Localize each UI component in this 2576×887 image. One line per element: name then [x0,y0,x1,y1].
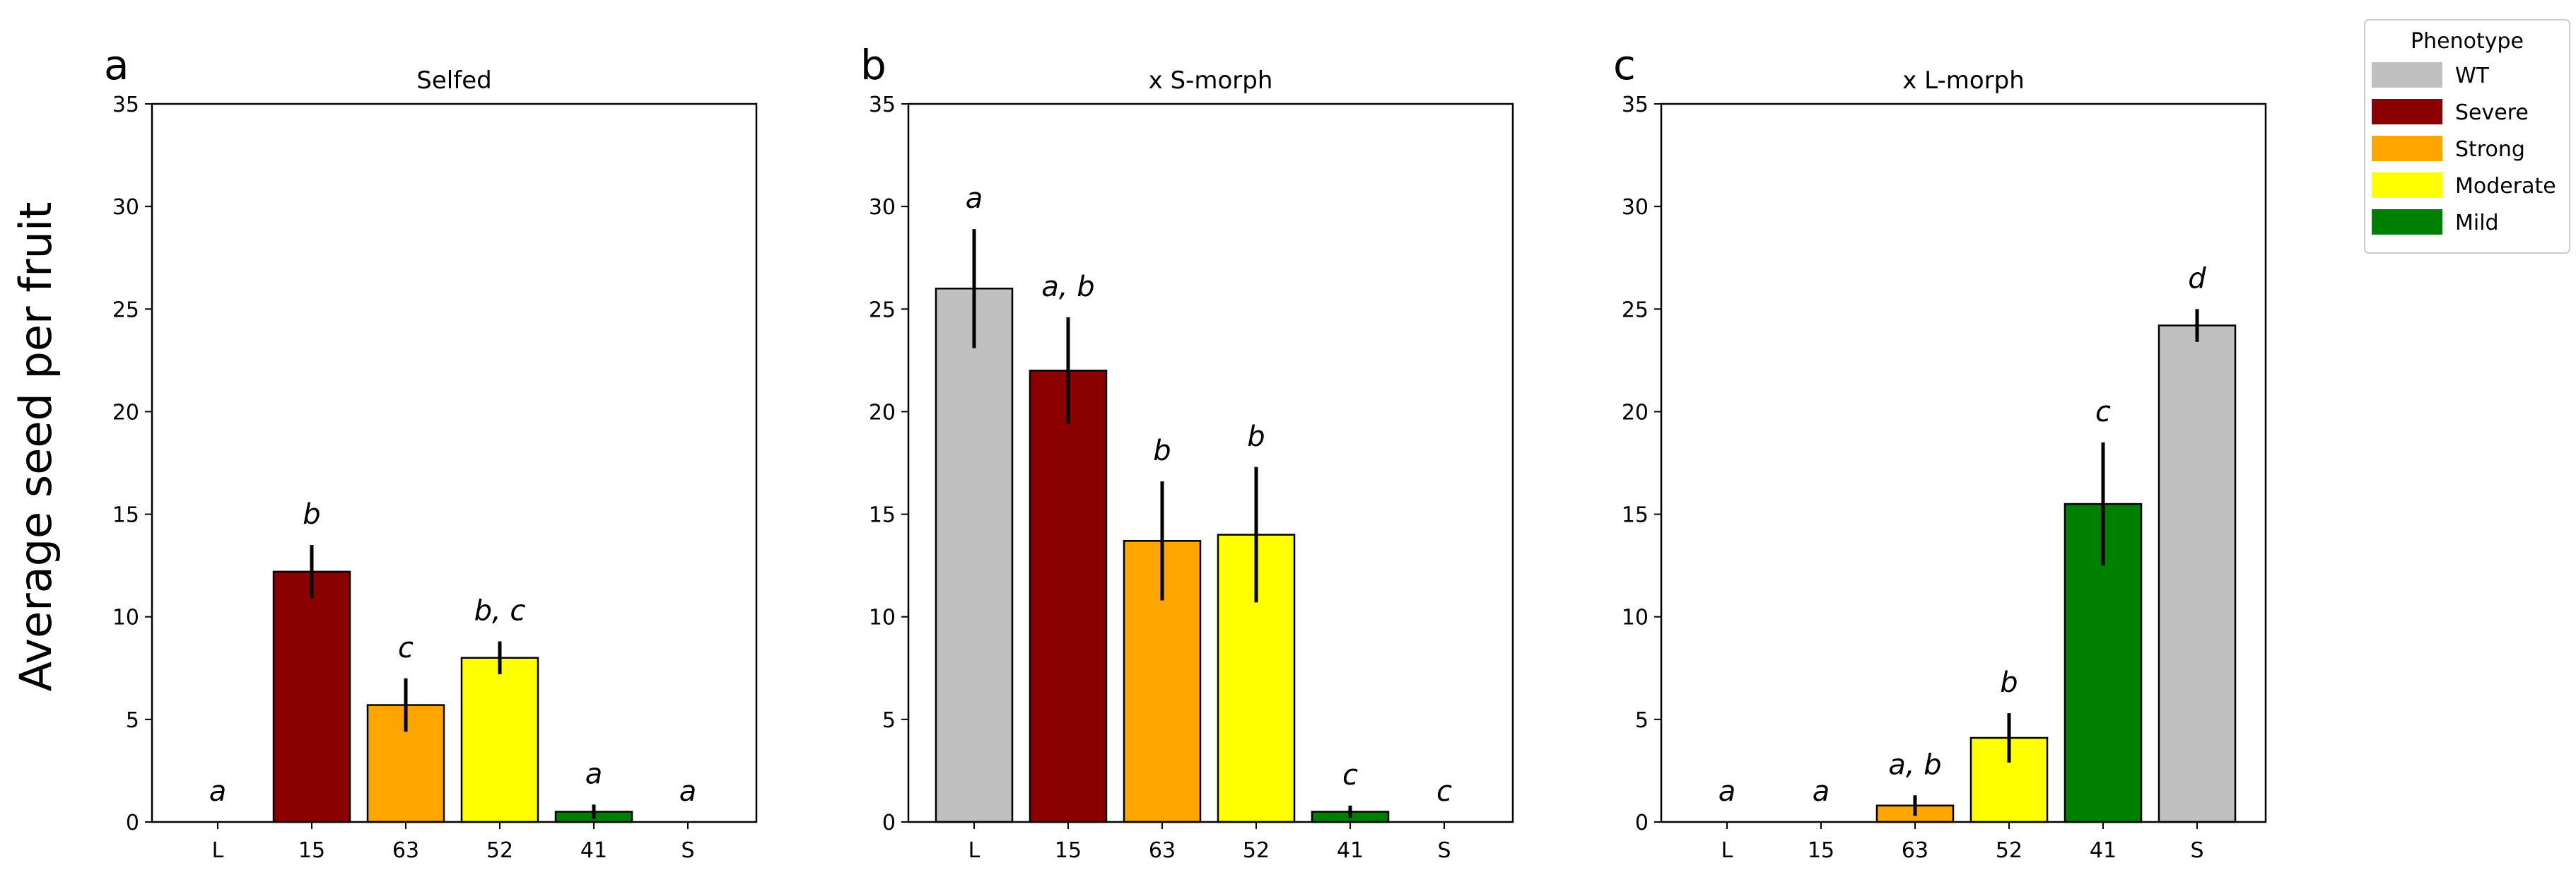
x-tick-label: 15 [1055,838,1082,863]
y-tick-label: 15 [869,503,896,528]
significance-label: a [585,758,603,790]
y-tick-label: 0 [1635,811,1649,835]
y-tick-label: 20 [112,400,139,425]
x-tick-label: 52 [1996,838,2022,863]
y-tick-label: 15 [112,503,139,528]
y-tick-label: 0 [882,811,896,835]
x-tick-label: 15 [298,838,325,863]
x-tick-label: 63 [392,838,419,863]
x-tick-label: S [1437,838,1451,863]
axes-frame [151,102,758,823]
legend-swatch-moderate [2372,172,2442,198]
y-tick-label: 20 [869,400,896,425]
x-tick-label: 41 [2090,838,2117,863]
y-tick-label: 25 [112,298,139,322]
significance-label: a [966,182,983,215]
y-tick-label: 35 [1622,93,1649,117]
panel-letter-c: c [1613,41,1636,89]
significance-label: c [1436,775,1452,808]
y-tick-label: 20 [1622,400,1649,425]
y-axis-label: Average seed per fruit [10,202,62,692]
x-tick-label: S [2190,838,2203,863]
significance-label: b [1153,435,1171,467]
panel-title: x S-morph [1149,66,1273,95]
bar-15 [272,570,351,823]
x-tick-label: 41 [1337,838,1364,863]
x-tick-label: L [212,838,224,863]
legend-swatch-strong [2372,136,2442,161]
panel-letter-b: b [860,41,886,89]
x-tick-label: 15 [1808,838,1834,863]
legend-swatch-mild [2372,209,2442,235]
legend-label: Severe [2455,100,2529,125]
x-tick-label: L [1721,838,1733,863]
y-tick-label: 10 [112,606,139,630]
x-tick-label: 63 [1149,838,1176,863]
legend-title: Phenotype [2411,29,2524,54]
significance-label: a [209,775,227,808]
bar-15 [1029,370,1108,823]
x-tick-label: S [681,838,694,863]
x-tick-label: 52 [486,838,513,863]
y-tick-label: 30 [112,195,139,220]
x-tick-label: 52 [1243,838,1270,863]
y-tick-label: 0 [126,811,139,835]
significance-label: b, c [474,595,526,628]
y-tick-label: 35 [112,93,139,117]
panel-letter-a: a [104,41,129,89]
legend: Phenotype WT Severe Strong Moderate Mild [2364,19,2570,254]
legend-label: Moderate [2455,174,2556,199]
y-tick-label: 10 [1622,606,1649,630]
x-tick-label: L [968,838,980,863]
significance-label: d [2188,262,2206,295]
y-tick-label: 10 [869,606,896,630]
significance-label: a, b [1041,271,1094,303]
significance-label: c [1342,759,1358,792]
panel-a: a Selfed a Lb 15 c 63 b, c 52 a 41 a S 0 5 10 15 20 25 30 35 [104,41,758,863]
panel-title: Selfed [416,66,491,95]
bar-L [935,288,1014,823]
panel-title: x L-morph [1902,66,2025,95]
x-tick-label: 63 [1902,838,1928,863]
y-tick-label: 5 [126,708,139,733]
y-tick-label: 30 [869,195,896,220]
x-tick-label: 41 [580,838,607,863]
bar-52 [460,657,539,823]
panel-b: b x S-morph a La, b 15 b 63 b 52 c 41 c S 0 5 10 15 20 25 3… [860,41,1514,863]
significance-label: a, b [1888,748,1941,781]
axes-frame [907,102,1514,823]
significance-label: b [303,498,320,531]
panels: a Selfed a Lb 15 c 63 b, c 52 a 41 a S 0 5 10 15 20 25 30 35… [104,41,2267,863]
significance-label: a [1719,775,1736,808]
y-tick-label: 5 [882,708,896,733]
y-tick-label: 35 [869,93,896,117]
significance-label: a [679,775,697,808]
legend-label: WT [2455,64,2490,88]
legend-label: Strong [2455,137,2525,162]
legend-label: Mild [2455,211,2499,235]
y-tick-label: 30 [1622,195,1649,220]
y-tick-label: 25 [1622,298,1649,322]
significance-label: b [1247,421,1265,453]
bar-S [2158,324,2237,823]
y-tick-label: 5 [1635,708,1649,733]
legend-swatch-severe [2372,99,2442,124]
significance-label: b [2000,666,2018,699]
axes-frame [1660,102,2267,823]
y-tick-label: 15 [1622,503,1649,528]
significance-label: c [2095,396,2111,428]
significance-label: a [1813,775,1830,808]
y-tick-label: 25 [869,298,896,322]
panel-c: c x L-morph a La 15 a, b 63 b 52 c 41 d S 0 5 10 15 20 25 3… [1613,41,2267,863]
legend-swatch-wt [2372,62,2442,88]
significance-label: c [398,632,414,664]
